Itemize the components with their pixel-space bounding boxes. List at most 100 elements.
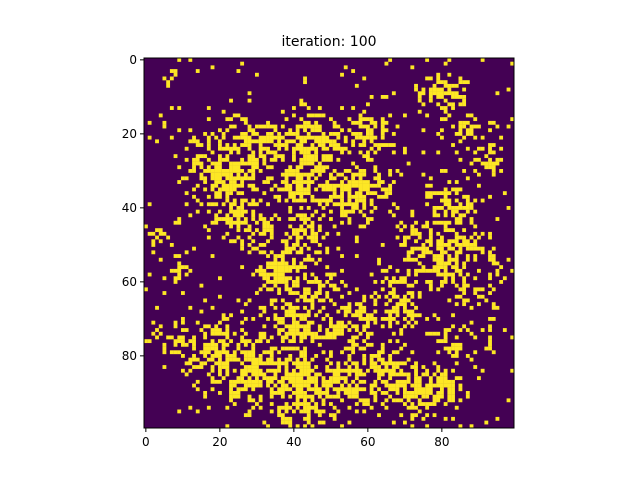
heatmap-cell: [214, 202, 219, 207]
heatmap-cell: [266, 239, 270, 244]
heatmap-cell: [247, 298, 252, 303]
heatmap-cell: [391, 287, 396, 292]
heatmap-cell: [199, 361, 204, 366]
heatmap-cell: [347, 372, 352, 377]
heatmap-cell: [292, 150, 296, 155]
heatmap-cell: [406, 250, 411, 255]
heatmap-cell: [354, 302, 359, 307]
heatmap-cell: [192, 354, 196, 358]
heatmap-cell: [288, 328, 293, 332]
heatmap-cell: [284, 239, 289, 244]
heatmap-cell: [403, 305, 407, 310]
heatmap-cell: [428, 228, 433, 233]
heatmap-cell: [251, 317, 256, 321]
heatmap-cell: [247, 413, 252, 418]
heatmap-cell: [225, 213, 230, 218]
heatmap-cell: [266, 376, 270, 381]
heatmap-cell: [288, 416, 293, 421]
heatmap-cell: [173, 69, 178, 73]
heatmap-cell: [299, 313, 304, 318]
heatmap-cell: [258, 139, 263, 144]
heatmap-cell: [391, 309, 396, 314]
heatmap-cell: [354, 83, 359, 88]
heatmap-cell: [247, 394, 252, 399]
heatmap-cell: [295, 424, 300, 429]
heatmap-cell: [428, 76, 433, 81]
heatmap-cell: [251, 213, 256, 218]
heatmap-cell: [310, 143, 315, 147]
heatmap-cell: [414, 320, 418, 325]
heatmap-cell: [491, 257, 496, 262]
heatmap-cell: [447, 272, 452, 277]
heatmap-cell: [403, 309, 407, 314]
heatmap-cell: [269, 376, 274, 381]
heatmap-cell: [162, 76, 167, 81]
heatmap-cell: [414, 268, 418, 273]
heatmap-cell: [329, 183, 333, 188]
heatmap-cell: [214, 176, 219, 181]
heatmap-cell: [391, 398, 396, 403]
heatmap-cell: [262, 324, 267, 329]
heatmap-cell: [414, 368, 418, 373]
heatmap-cell: [303, 220, 307, 225]
heatmap-cell: [329, 209, 333, 214]
heatmap-cell: [240, 220, 245, 225]
heatmap-cell: [425, 268, 430, 273]
heatmap-cell: [284, 198, 289, 203]
heatmap-cell: [436, 191, 441, 196]
heatmap-cell: [329, 331, 333, 336]
heatmap-cell: [266, 150, 270, 155]
heatmap-cell: [221, 376, 226, 381]
heatmap-cell: [240, 335, 245, 340]
heatmap-cell: [258, 379, 263, 384]
heatmap-cell: [284, 405, 289, 410]
heatmap-cell: [262, 224, 267, 229]
heatmap-cell: [436, 350, 441, 355]
heatmap-cell: [247, 350, 252, 355]
heatmap-cell: [273, 124, 278, 129]
heatmap-cell: [351, 132, 356, 136]
heatmap-cell: [210, 346, 215, 351]
heatmap-cell: [395, 235, 400, 240]
heatmap-cell: [203, 169, 208, 173]
heatmap-cell: [473, 254, 478, 258]
heatmap-cell: [255, 372, 259, 377]
heatmap-cell: [229, 191, 233, 196]
heatmap-cell: [417, 313, 422, 318]
heatmap-cell: [473, 169, 478, 173]
heatmap-cell: [340, 150, 344, 155]
heatmap-cell: [317, 243, 322, 247]
heatmap-cell: [266, 165, 270, 170]
heatmap-cell: [447, 379, 452, 384]
heatmap-cell: [351, 368, 356, 373]
heatmap-cell: [432, 383, 437, 388]
heatmap-cell: [377, 146, 381, 151]
heatmap-cell: [295, 124, 300, 129]
heatmap-cell: [266, 224, 270, 229]
heatmap-cell: [280, 280, 285, 284]
heatmap-cell: [221, 202, 226, 207]
heatmap-cell: [225, 143, 230, 147]
heatmap-cell: [377, 368, 381, 373]
heatmap-cell: [232, 394, 237, 399]
heatmap-cell: [369, 365, 374, 369]
heatmap-cell: [414, 305, 418, 310]
heatmap-cell: [225, 405, 230, 410]
heatmap-cell: [247, 365, 252, 369]
heatmap-cell: [465, 246, 470, 251]
heatmap-cell: [277, 317, 282, 321]
heatmap-cell: [218, 139, 222, 144]
heatmap-cell: [480, 161, 485, 166]
heatmap-cell: [329, 394, 333, 399]
heatmap-cell: [458, 206, 463, 210]
heatmap-cell: [488, 276, 492, 281]
heatmap-cell: [417, 398, 422, 403]
heatmap-cell: [229, 183, 233, 188]
heatmap-cell: [354, 394, 359, 399]
heatmap-cell: [192, 346, 196, 351]
heatmap-cell: [280, 416, 285, 421]
heatmap-cell: [162, 120, 167, 125]
heatmap-cell: [173, 350, 178, 355]
heatmap-cell: [358, 309, 363, 314]
heatmap-cell: [317, 169, 322, 173]
